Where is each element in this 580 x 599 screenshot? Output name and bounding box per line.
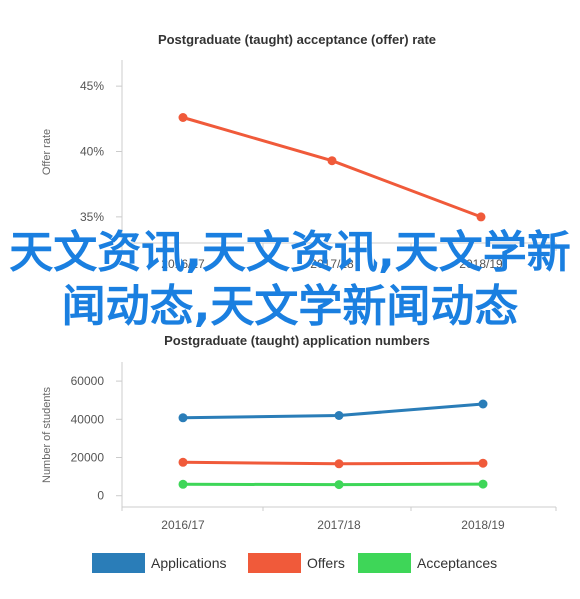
x-tick-label: 2017/18 bbox=[310, 257, 354, 271]
y-tick-label: 40000 bbox=[71, 412, 105, 426]
series-line-2 bbox=[182, 482, 484, 487]
legend-swatch bbox=[358, 553, 411, 573]
legend-swatch bbox=[92, 553, 145, 573]
data-point bbox=[478, 399, 488, 409]
chart1-title: Postgraduate (taught) acceptance (offer)… bbox=[158, 32, 436, 47]
y-tick-label: 20000 bbox=[71, 451, 105, 465]
y-tick-label: 0 bbox=[97, 489, 104, 503]
series-line-0 bbox=[182, 402, 484, 420]
y-tick-label: 60000 bbox=[71, 374, 105, 388]
data-point bbox=[178, 413, 188, 423]
x-tick-label: 2017/18 bbox=[317, 518, 361, 532]
data-point bbox=[327, 156, 337, 166]
data-point bbox=[478, 458, 488, 468]
data-point bbox=[334, 480, 344, 490]
chart-offer-rate: Postgraduate (taught) acceptance (offer)… bbox=[41, 32, 557, 271]
data-point bbox=[334, 459, 344, 469]
chart2-title: Postgraduate (taught) application number… bbox=[164, 333, 430, 348]
y-tick-label: 35% bbox=[80, 210, 104, 224]
data-point bbox=[478, 479, 488, 489]
series-line-0 bbox=[182, 116, 482, 219]
x-tick-label: 2016/17 bbox=[161, 257, 205, 271]
chart-application-numbers: Postgraduate (taught) application number… bbox=[41, 333, 557, 573]
legend-label: Offers bbox=[307, 555, 345, 571]
data-point bbox=[476, 212, 486, 222]
legend-label: Applications bbox=[151, 555, 227, 571]
legend-swatch bbox=[248, 553, 301, 573]
x-tick-label: 2018/19 bbox=[459, 257, 503, 271]
x-tick-label: 2018/19 bbox=[461, 518, 505, 532]
data-point bbox=[178, 113, 188, 122]
chart1-y-axis-label: Offer rate bbox=[41, 129, 53, 175]
data-point bbox=[178, 457, 188, 467]
data-point bbox=[178, 479, 188, 489]
series-line-1 bbox=[182, 460, 484, 466]
data-point bbox=[334, 411, 344, 420]
y-tick-label: 45% bbox=[80, 79, 104, 93]
x-tick-label: 2016/17 bbox=[161, 518, 205, 532]
chart2-y-axis-label: Number of students bbox=[41, 387, 53, 483]
y-tick-label: 40% bbox=[80, 145, 104, 159]
legend-label: Acceptances bbox=[417, 555, 497, 571]
